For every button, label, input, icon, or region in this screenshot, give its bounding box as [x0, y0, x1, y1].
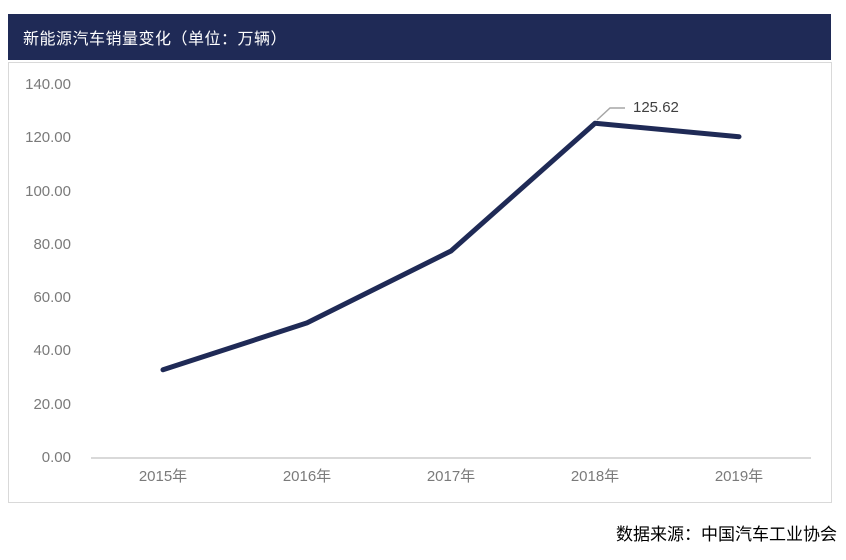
x-tick-label-2019: 2019年 — [714, 468, 764, 485]
y-tick-label: 40.00 — [33, 342, 71, 359]
data-point-label-2018: 125.62 — [633, 99, 679, 116]
y-tick-label: 60.00 — [33, 289, 71, 306]
chart-title-bar: 新能源汽车销量变化（单位：万辆） — [8, 14, 831, 60]
x-tick-label-2018: 2018年 — [570, 468, 620, 485]
y-tick-label: 140.00 — [25, 76, 71, 93]
x-tick-label-2015: 2015年 — [138, 468, 188, 485]
x-tick-label-2016: 2016年 — [282, 468, 332, 485]
y-tick-label: 0.00 — [41, 449, 71, 466]
x-tick-label-2017: 2017年 — [426, 468, 476, 485]
sales-line — [160, 120, 742, 373]
chart-plot-area: 140.00 120.00 100.00 80.00 60.00 40.00 2… — [8, 62, 832, 503]
y-tick-label: 100.00 — [25, 183, 71, 200]
y-tick-label: 80.00 — [33, 236, 71, 253]
chart-title: 新能源汽车销量变化（单位：万辆） — [23, 31, 288, 48]
y-tick-label: 120.00 — [25, 129, 71, 146]
line-chart-canvas — [91, 107, 811, 459]
annotation-leader-line — [596, 107, 625, 121]
y-tick-label: 20.00 — [33, 396, 71, 413]
data-source-text: 数据来源：中国汽车工业协会 — [616, 525, 837, 544]
